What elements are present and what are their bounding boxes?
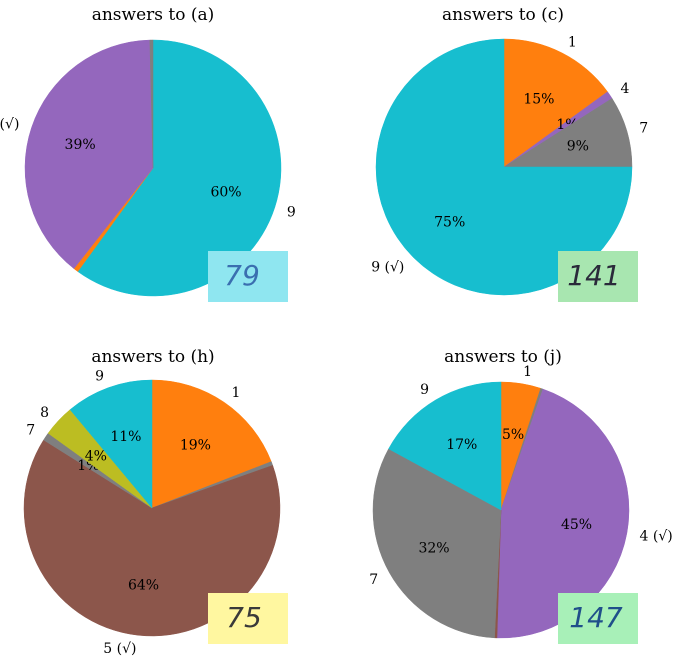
slice-category-label: 9 xyxy=(95,369,104,385)
slice-category-label: 9 (√) xyxy=(371,260,404,276)
chart-title: answers to (j) xyxy=(444,347,562,367)
count-tag-text: 141 xyxy=(567,259,620,292)
count-tag-h: 75 xyxy=(208,593,288,644)
slice-percent-label: 9% xyxy=(567,139,589,155)
slice-category-label: 7 xyxy=(639,121,648,137)
count-tag-text: 79 xyxy=(224,259,260,292)
pie-slice xyxy=(24,39,154,269)
count-tag-bg xyxy=(558,251,638,302)
pie-slice xyxy=(77,39,282,297)
slice-category-label: 4 (√) xyxy=(640,529,673,545)
chart-title: answers to (h) xyxy=(91,347,214,367)
slice-percent-label: 5% xyxy=(502,427,524,443)
pie-slice xyxy=(496,388,630,639)
count-tag-text: 75 xyxy=(226,601,262,634)
slice-category-label: 9 xyxy=(420,382,429,398)
chart-panel-a: answers to (a) 60% 9 39% 4 (√) 79 xyxy=(0,5,296,302)
slice-category-label: 1 xyxy=(523,364,532,380)
count-tag-c: 141 xyxy=(558,251,638,302)
slice-category-label: 7 xyxy=(26,422,35,438)
slice-percent-label: 4% xyxy=(85,449,107,465)
pie-slice xyxy=(23,439,281,637)
slice-percent-label: 60% xyxy=(210,185,241,201)
count-tag-text: 147 xyxy=(569,601,623,634)
slice-category-label: 1 xyxy=(568,35,577,51)
chart-panel-c: answers to (c) 15%11%49%775%9 (√) 141 xyxy=(371,5,648,302)
pie-slice xyxy=(375,38,633,296)
chart-title: answers to (a) xyxy=(92,5,215,25)
slice-category-label: 4 xyxy=(621,81,630,97)
pie-slice xyxy=(372,448,502,639)
chart-panel-h: answers to (h) 19%164%5 (√)1%74%811%9 75 xyxy=(23,347,288,657)
pie-slice xyxy=(388,381,502,511)
slice-percent-label: 17% xyxy=(446,437,477,453)
slice-percent-label: 75% xyxy=(434,214,465,230)
slices-h: 19%164%5 (√)1%74%811%9 xyxy=(23,369,281,657)
slice-percent-label: 64% xyxy=(128,577,159,593)
slice-percent-label: 45% xyxy=(561,517,592,533)
pie-slice xyxy=(503,38,608,168)
count-tag-bg xyxy=(558,593,638,644)
slice-percent-label: 15% xyxy=(523,92,554,108)
count-tag-bg xyxy=(208,593,288,644)
slices-c: 15%11%49%775%9 (√) xyxy=(371,35,648,296)
slice-category-label: 5 (√) xyxy=(103,641,136,657)
pie-slice xyxy=(69,379,153,509)
slice-percent-label: 39% xyxy=(65,137,96,153)
slices-j: 5% 1 45% 4 (√) 32% 7 17% 9 xyxy=(369,364,673,639)
chart-panel-j: answers to (j) 5% 1 45% 4 (√) 32% 7 17% 9 147 xyxy=(369,347,673,644)
count-tag-a: 79 xyxy=(208,251,288,302)
count-tag-j: 147 xyxy=(558,593,638,644)
slice-percent-label: 32% xyxy=(418,541,449,557)
slice-category-label: 8 xyxy=(40,405,49,421)
pie-slice xyxy=(151,379,272,509)
count-tag-bg xyxy=(208,251,288,302)
slice-percent-label: 19% xyxy=(180,438,211,454)
slice-percent-label: 11% xyxy=(110,429,141,445)
slice-category-label: 9 xyxy=(287,205,296,221)
slice-category-label: 7 xyxy=(369,572,378,588)
pie-slice xyxy=(149,39,154,169)
slices-a: 60% 9 39% 4 (√) xyxy=(0,39,296,297)
slice-category-label: 4 (√) xyxy=(0,117,19,133)
slice-category-label: 1 xyxy=(232,385,241,401)
chart-title: answers to (c) xyxy=(442,5,564,25)
